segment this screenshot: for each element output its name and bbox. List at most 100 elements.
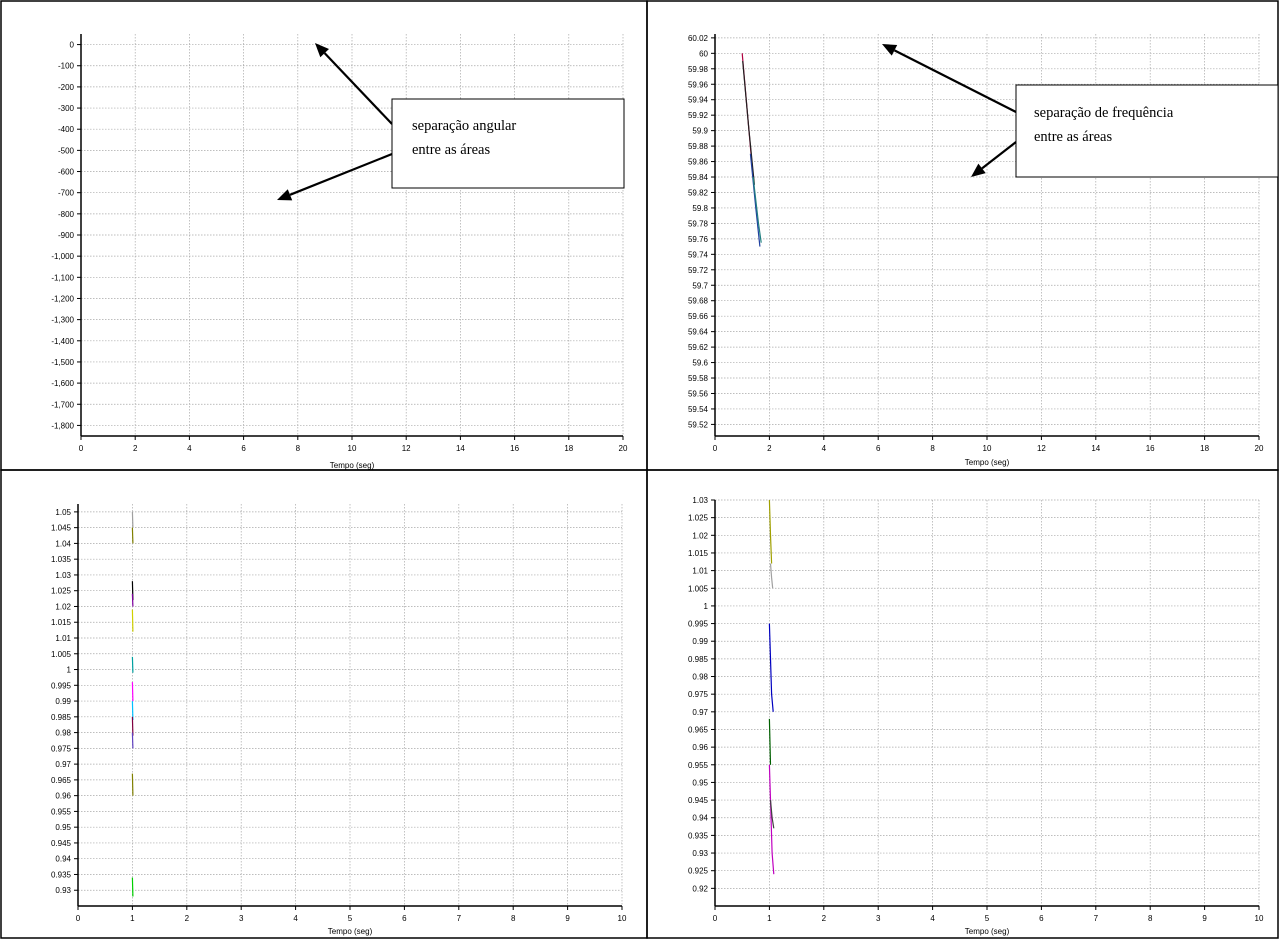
y-tick-label: -1,200 (51, 294, 74, 303)
y-tick-label: 1.015 (51, 618, 72, 627)
arrow-shaft (893, 49, 1017, 113)
y-tick-label: 59.92 (688, 111, 709, 120)
y-tick-label: -1,000 (51, 252, 74, 261)
y-tick-label: 0.995 (688, 620, 709, 629)
x-tick-label: 1 (767, 914, 772, 923)
y-tick-label: 0.975 (688, 690, 709, 699)
y-tick-label: -700 (58, 189, 75, 198)
y-tick-label: 59.9 (692, 127, 708, 136)
y-tick-label: 0.94 (55, 855, 71, 864)
y-tick-label: 59.96 (688, 80, 709, 89)
series-line-5 (131, 609, 134, 632)
arrow-head (315, 43, 329, 58)
y-tick-label: 59.84 (688, 173, 709, 182)
y-tick-label: 0.965 (688, 725, 709, 734)
series-line-7 (131, 682, 134, 702)
series-line-6 (769, 800, 775, 829)
series-line-10 (131, 732, 134, 749)
annotation-angular-separation: separação angular entre as áreas (277, 43, 625, 201)
x-tick-label: 0 (79, 444, 84, 453)
series-line-6 (131, 656, 134, 673)
y-tick-label: 0.995 (51, 681, 72, 690)
y-tick-label: 1.02 (692, 531, 708, 540)
x-tick-label: 8 (296, 444, 301, 453)
y-tick-label: 59.74 (688, 250, 709, 259)
x-tick-label: 3 (239, 914, 244, 923)
y-tick-label: -100 (58, 62, 75, 71)
x-tick-label: 0 (713, 444, 718, 453)
y-tick-label: -1,100 (51, 273, 74, 282)
y-tick-label: 0.985 (51, 713, 72, 722)
series-line-9 (131, 716, 134, 736)
y-tick-label: 1.03 (692, 496, 708, 505)
callout-text-line-2: entre as áreas (412, 142, 490, 158)
x-tick-label: 6 (241, 444, 246, 453)
arrow-head (882, 44, 898, 56)
y-tick-label: 0.955 (51, 807, 72, 816)
y-tick-label: 1.01 (55, 634, 71, 643)
y-tick-label: 1 (704, 602, 709, 611)
x-tick-label: 8 (511, 914, 516, 923)
y-tick-label: 0.98 (55, 729, 71, 738)
y-tick-label: 59.66 (688, 312, 709, 321)
y-tick-label: 1.005 (688, 584, 709, 593)
y-tick-label: 59.78 (688, 219, 709, 228)
x-tick-label: 14 (456, 444, 465, 453)
series-line-2 (131, 527, 134, 544)
y-tick-label: -1,400 (51, 337, 74, 346)
y-tick-label: 59.94 (688, 96, 709, 105)
y-tick-label: 1 (67, 666, 72, 675)
y-tick-label: 59.58 (688, 374, 709, 383)
y-tick-label: -1,500 (51, 358, 74, 367)
callout-text-line-2: entre as áreas (1034, 129, 1112, 145)
x-axis-label: Tempo (seg) (330, 461, 375, 470)
y-tick-label: -1,600 (51, 379, 74, 388)
series-line-4 (131, 593, 134, 607)
x-tick-label: 6 (876, 444, 881, 453)
x-tick-label: 18 (1200, 444, 1209, 453)
x-tick-label: 3 (876, 914, 881, 923)
y-tick-label: 0.945 (51, 839, 72, 848)
y-tick-label: 0.99 (692, 637, 708, 646)
x-tick-label: 4 (187, 444, 192, 453)
y-tick-label: 1.015 (688, 549, 709, 558)
series-line-2 (742, 61, 755, 185)
x-tick-label: 9 (565, 914, 570, 923)
x-tick-label: 20 (619, 444, 628, 453)
x-tick-label: 2 (822, 914, 827, 923)
x-tick-label: 2 (767, 444, 772, 453)
y-tick-label: 59.82 (688, 188, 709, 197)
x-axis-label: Tempo (seg) (328, 927, 373, 936)
y-tick-label: 1.035 (51, 555, 72, 564)
x-tick-label: 7 (457, 914, 462, 923)
annotation-frequency-separation: separação de frequência entre as áreas (882, 44, 1279, 178)
series-line-2 (769, 563, 774, 589)
arrow-up-left (315, 43, 393, 125)
chart-cell-border-3 (0, 469, 648, 939)
y-tick-label: 0.93 (55, 886, 71, 895)
chart-2: 0 2 4 6 8 10 12 14 16 18 20 60.02 60 59.98 59.96 59.94 5… (688, 34, 1264, 467)
x-tick-label: 16 (510, 444, 519, 453)
y-tick-label: 1.025 (688, 514, 709, 523)
y-tick-label: 1.05 (55, 508, 71, 517)
x-tick-label: 14 (1091, 444, 1100, 453)
y-tick-label: 59.68 (688, 297, 709, 306)
y-tick-label: 0.975 (51, 744, 72, 753)
y-tick-label: 0.96 (692, 743, 708, 752)
y-tick-label: 0.98 (692, 673, 708, 682)
x-tick-label: 5 (985, 914, 990, 923)
y-tick-label: -1,300 (51, 316, 74, 325)
series-line-3 (749, 153, 761, 247)
x-axis-label: Tempo (seg) (965, 458, 1010, 467)
y-tick-label: 1.005 (51, 650, 72, 659)
x-tick-label: 10 (348, 444, 357, 453)
series-line-12 (131, 877, 134, 897)
chart-cell-border-2 (646, 0, 1279, 471)
chart-cell-border-1 (0, 0, 648, 471)
y-tick-label: 59.6 (692, 359, 708, 368)
y-tick-label: 59.8 (692, 204, 708, 213)
arrow-up-left (882, 44, 1017, 113)
series-line-3 (768, 623, 774, 712)
y-tick-label: 0.955 (688, 761, 709, 770)
